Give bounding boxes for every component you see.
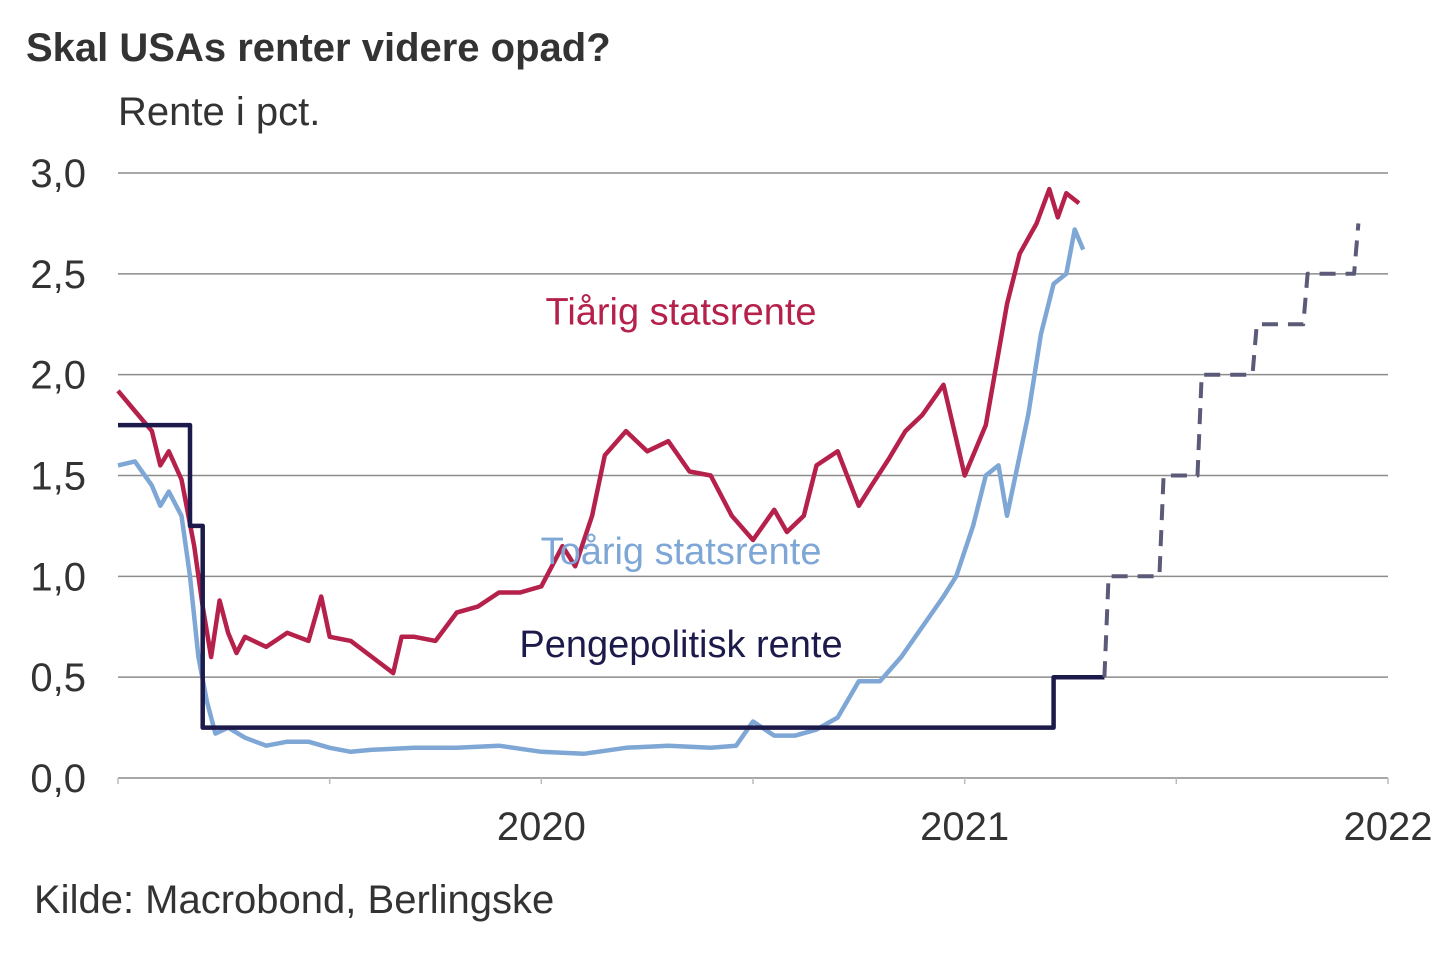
series-line-pengepolitisk [118,422,1105,730]
series-line-pengepolitisk-forventning [1102,223,1361,678]
series-line-toaarig [117,227,1086,757]
y-axis-ticks: 0,0 0,5 1,0 1,5 2,0 2,5 3,0 [30,152,86,801]
series-annotations: Tiårig statsrente Toårig statsrente Pengep… [519,291,842,666]
y-tick-label: 3,0 [30,152,86,196]
x-tick-label: 2020 [497,805,586,849]
y-tick-label: 2,5 [30,253,86,297]
x-tick-label: 2021 [920,805,1009,849]
annotation-toaarig: Toårig statsrente [541,531,822,573]
y-axis-label: Rente i pct. [118,90,321,134]
y-tick-label: 1,5 [30,455,86,499]
annotation-pengepolitisk: Pengepolitisk rente [519,624,842,666]
y-tick-label: 1,0 [30,555,86,599]
series-line-tiaarig [116,186,1081,676]
x-axis-ticks: 2020 2021 2022 [117,778,1433,849]
y-tick-label: 0,0 [30,757,86,801]
x-tick-label: 2022 [1344,805,1433,849]
chart-title: Skal USAs renter videre opad? [26,26,611,70]
annotation-tiaarig: Tiårig statsrente [546,291,817,333]
chart-source: Kilde: Macrobond, Berlingske [34,878,555,922]
y-tick-label: 0,5 [30,656,86,700]
series-lines [116,186,1361,757]
y-tick-label: 2,0 [30,354,86,398]
